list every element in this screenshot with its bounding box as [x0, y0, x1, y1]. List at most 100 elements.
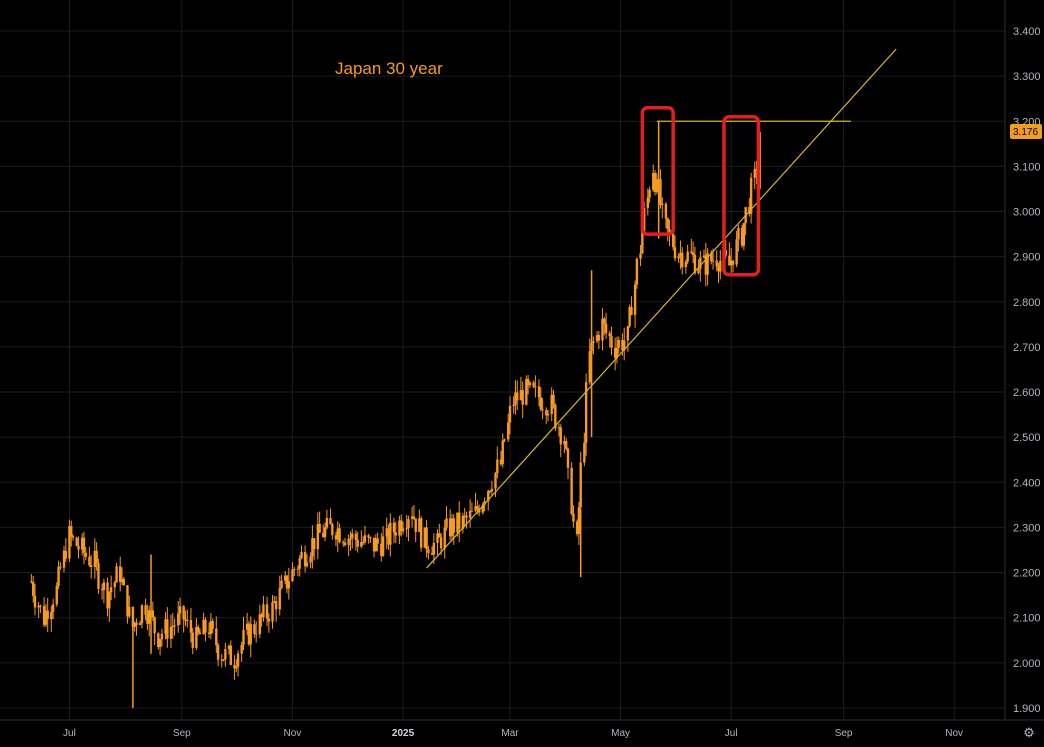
candle-body — [508, 405, 512, 423]
candle-body — [438, 533, 441, 538]
candle-body — [354, 533, 358, 541]
candle-body — [240, 644, 243, 654]
candle-body — [169, 626, 173, 639]
candle-body — [639, 253, 642, 259]
candle-body — [711, 260, 715, 262]
candle-body — [55, 585, 58, 605]
candle-body — [198, 632, 202, 635]
candle-body — [588, 351, 591, 383]
candle-body — [95, 550, 98, 564]
candle-body — [173, 625, 176, 627]
candle-body — [80, 537, 84, 550]
candle-body — [305, 562, 309, 567]
candle-body — [356, 540, 359, 547]
highlight-box[interactable] — [722, 114, 761, 277]
candle-body — [570, 467, 573, 514]
candle-body — [565, 441, 568, 449]
candle-body — [120, 579, 124, 582]
candle-body — [706, 253, 709, 275]
candle-body — [387, 528, 390, 545]
candle-body — [70, 526, 73, 537]
candle-body — [729, 260, 733, 266]
candle-body — [595, 335, 599, 342]
candle-body — [554, 404, 557, 429]
candle-body — [166, 619, 169, 639]
x-tick-label: Nov — [284, 728, 302, 739]
candle-body — [68, 526, 71, 559]
candle-body — [122, 579, 126, 586]
candle-body — [699, 257, 702, 269]
candle-body — [633, 284, 637, 315]
x-axis[interactable]: Jul Sep Nov 2025 Mar May Jul Sep Nov — [63, 728, 963, 739]
candle-body — [75, 537, 78, 546]
candle-body — [456, 512, 459, 533]
candle-body — [186, 619, 189, 621]
candle-body — [216, 645, 220, 660]
candle-body — [521, 390, 524, 405]
candle-body — [742, 222, 746, 246]
candle-body — [677, 256, 680, 259]
candle-body — [572, 513, 575, 522]
candle-body — [691, 252, 695, 255]
candle-body — [59, 566, 62, 568]
candle-body — [57, 566, 60, 586]
candle-body — [171, 626, 174, 628]
candle-body — [39, 605, 42, 607]
candle-body — [604, 323, 608, 334]
candle-body — [211, 621, 214, 629]
candle-body — [655, 179, 659, 192]
y-tick-label: 2.400 — [1013, 477, 1041, 489]
candle-body — [579, 462, 582, 508]
candle-body — [283, 575, 287, 581]
candle-body — [445, 518, 448, 528]
ascending-trendline[interactable] — [426, 48, 897, 569]
candle-body — [325, 517, 329, 528]
candle-body — [443, 527, 446, 549]
candle-body — [410, 516, 414, 519]
candle-body — [423, 527, 426, 548]
candle-body — [160, 633, 164, 640]
candle-body — [242, 629, 245, 645]
x-tick-label: Mar — [501, 728, 519, 739]
y-tick-label: 3.300 — [1013, 71, 1041, 83]
candle-body — [450, 518, 454, 537]
candle-body — [735, 239, 738, 265]
candle-body — [575, 521, 579, 535]
candle-body — [458, 512, 461, 529]
candle-body — [77, 545, 80, 550]
candle-body — [133, 622, 136, 627]
candle-body — [30, 581, 33, 583]
highlight-box[interactable] — [640, 105, 675, 236]
candle-body — [164, 619, 167, 634]
candle-body — [693, 254, 697, 274]
candle-series — [30, 121, 761, 708]
candle-body — [102, 582, 106, 591]
candle-body — [401, 528, 405, 532]
candle-body — [367, 535, 370, 538]
candle-body — [668, 229, 671, 234]
chart-grid — [0, 0, 1044, 721]
y-tick-label: 2.800 — [1013, 297, 1041, 309]
candle-body — [31, 581, 35, 596]
candle-body — [666, 218, 669, 230]
candle-body — [287, 581, 291, 589]
candle-body — [204, 619, 207, 633]
y-tick-label: 3.400 — [1013, 26, 1041, 38]
candle-body — [623, 340, 626, 351]
candle-body — [392, 522, 396, 533]
settings-gear-icon[interactable]: ⚙ — [1023, 726, 1035, 741]
candle-body — [488, 491, 492, 493]
y-axis[interactable]: 3.4003.3003.2003.1003.0002.9002.8002.700… — [1013, 26, 1041, 715]
candle-body — [88, 556, 91, 566]
candle-body — [749, 177, 753, 214]
candle-body — [293, 569, 296, 571]
candle-body — [146, 614, 149, 624]
candle-body — [452, 518, 455, 533]
candle-body — [740, 227, 744, 246]
candle-body — [126, 585, 129, 617]
candle-body — [463, 515, 466, 517]
candle-body — [470, 510, 474, 512]
candle-body — [601, 318, 604, 341]
candle-body — [144, 605, 147, 615]
